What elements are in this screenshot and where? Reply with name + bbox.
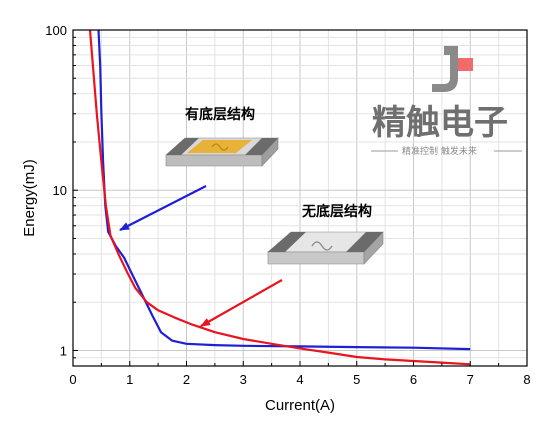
logo-slogan: 精准控制 触发未来 xyxy=(402,145,477,157)
x-tick-label: 6 xyxy=(410,372,417,387)
y-tick-label: 1 xyxy=(60,343,67,358)
logo-mark-icon xyxy=(432,46,473,92)
x-tick-label: 8 xyxy=(523,372,530,387)
y-axis-label: Energy(mJ) xyxy=(21,159,38,237)
chip-illustration-without-bottom-layer xyxy=(267,231,384,265)
x-tick-label: 7 xyxy=(467,372,474,387)
x-tick-label: 4 xyxy=(296,372,303,387)
x-axis-label: Current(A) xyxy=(265,397,335,414)
x-tick-label: 1 xyxy=(126,372,133,387)
logo-text: 精触电子 xyxy=(372,103,508,143)
x-tick-label: 0 xyxy=(69,372,76,387)
annotation-with-bottom-layer: 有底层结构 xyxy=(185,106,255,123)
x-tick-label: 2 xyxy=(183,372,190,387)
x-tick-label: 3 xyxy=(240,372,247,387)
chip-illustration-with-bottom-layer xyxy=(165,137,279,167)
watermark-logo: 精触电子 精准控制 触发未来 xyxy=(371,46,522,157)
y-tick-label: 100 xyxy=(45,23,67,38)
series-line-2 xyxy=(88,30,471,366)
arrow-without-bottom-layer xyxy=(200,279,283,327)
grid xyxy=(72,29,528,367)
series-layer xyxy=(88,30,471,366)
arrow-with-bottom-layer xyxy=(119,185,207,231)
x-tick-label: 5 xyxy=(353,372,360,387)
annotation-without-bottom-layer: 无底层结构 xyxy=(301,203,372,220)
y-tick-label: 10 xyxy=(53,183,67,198)
